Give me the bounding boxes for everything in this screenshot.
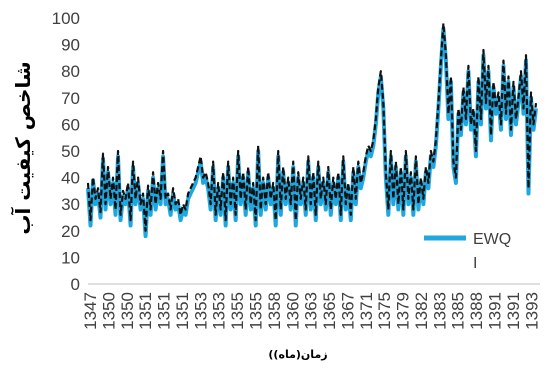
x-tick-label: 1351 xyxy=(136,292,155,330)
x-tick-label: 1351 xyxy=(155,292,174,330)
x-tick-label: 1363 xyxy=(302,292,321,330)
x-tick-labels: 1347 1350 1350 1351 1351 1351 1353 1353 1355 1355… xyxy=(81,292,541,330)
legend-label-ewqi: EWQ xyxy=(473,231,511,248)
y-tick-label: 10 xyxy=(61,248,80,267)
series-line-overlay xyxy=(86,22,538,232)
y-axis-title-group: شاخص کیفیت آب xyxy=(10,61,35,234)
y-tick-label: 70 xyxy=(61,89,80,108)
y-axis-label: شاخص کیفیت آب xyxy=(10,61,35,234)
x-tick-label: 1358 xyxy=(265,292,284,330)
x-tick-label: 1360 xyxy=(283,292,302,330)
y-tick-label: 50 xyxy=(61,142,80,161)
x-tick-label: 1391 xyxy=(504,292,523,330)
y-tick-label: 60 xyxy=(61,115,80,134)
x-tick-label: 1375 xyxy=(375,292,394,330)
series-lines xyxy=(86,22,538,239)
x-tick-label: 1365 xyxy=(320,292,339,330)
y-tick-label: 20 xyxy=(61,222,80,241)
x-tick-label: 1353 xyxy=(191,292,210,330)
x-tick-label: 1371 xyxy=(357,292,376,330)
y-tick-label: 40 xyxy=(61,169,80,188)
x-tick-label: 1350 xyxy=(118,292,137,330)
x-tick-label: 1355 xyxy=(228,292,247,330)
x-tick-label: 1391 xyxy=(486,292,505,330)
y-tick-label: 30 xyxy=(61,195,80,214)
x-tick-label: 1393 xyxy=(522,292,541,330)
x-tick-label: 1388 xyxy=(467,292,486,330)
x-tick-label: 1347 xyxy=(81,292,100,330)
x-tick-label: 1353 xyxy=(210,292,229,330)
legend-label-ewqi-continued: I xyxy=(473,255,477,272)
y-tick-label: 100 xyxy=(52,9,80,28)
y-tick-label: 80 xyxy=(61,62,80,81)
y-tick-label: 0 xyxy=(71,275,80,294)
y-tick-label: 90 xyxy=(61,36,80,55)
x-tick-label: 1379 xyxy=(394,292,413,330)
y-tick-labels: 0 10 20 30 40 50 60 70 80 90 100 xyxy=(52,9,80,294)
x-axis-label: زمان(ماه)) xyxy=(268,348,327,361)
x-tick-label: 1350 xyxy=(99,292,118,330)
x-tick-label: 1367 xyxy=(338,292,357,330)
x-tick-label: 1382 xyxy=(412,292,431,330)
legend: EWQ I xyxy=(424,231,511,272)
x-tick-label: 1351 xyxy=(173,292,192,330)
x-tick-label: 1355 xyxy=(246,292,265,330)
x-tick-label: 1385 xyxy=(449,292,468,330)
series-line-ewqi xyxy=(86,26,538,239)
x-tick-label: 1383 xyxy=(430,292,449,330)
